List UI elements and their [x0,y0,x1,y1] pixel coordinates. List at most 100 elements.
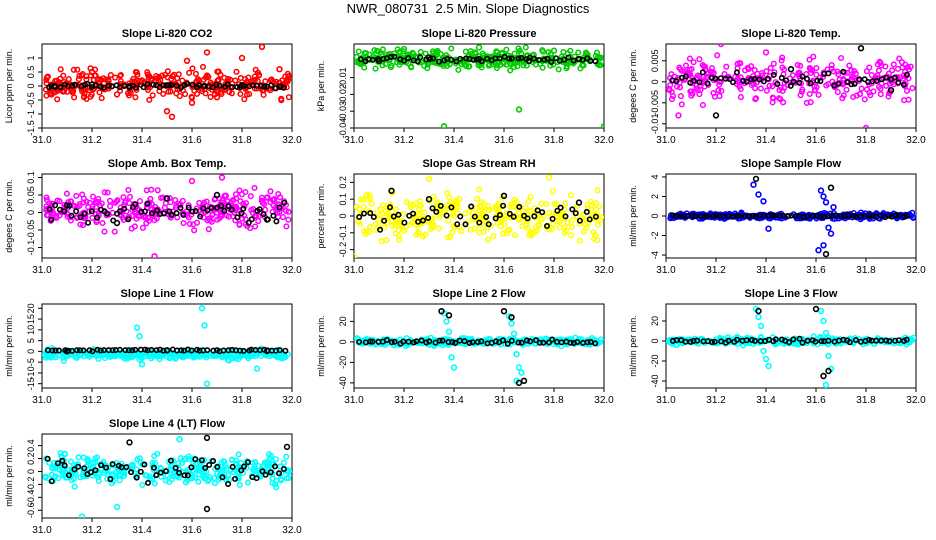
data-point [597,62,604,69]
data-point [225,213,232,220]
y-tick-label: 0 [650,213,660,218]
overlay-point [895,212,902,219]
data-point [368,200,375,207]
overlay-point [178,347,185,354]
data-point [65,76,72,83]
overlay-point [245,219,252,226]
data-point [666,87,673,94]
series-point [163,82,171,89]
data-point [42,474,49,481]
overlay-point [390,213,397,220]
data-point [151,217,158,224]
overlay-point [592,213,599,220]
data-point [825,341,832,348]
overlay-point [672,213,679,220]
data-point [149,92,156,99]
y-axis-label: Licor ppm per min. [4,49,14,124]
series-point [500,192,508,200]
x-tick-label: 31.6 [182,135,202,146]
overlay-point [457,213,464,220]
y-tick-label: -0.01 [338,67,348,88]
data-point [380,202,387,209]
data-point [898,59,906,66]
y-tick-label: 0 [26,349,36,354]
overlay-point [387,53,394,60]
series-point [163,107,171,115]
data-point [57,66,64,73]
overlay-point [206,461,213,468]
x-tick-label: 31.0 [344,265,364,276]
overlay-point [188,347,195,354]
overlay-point [184,80,191,87]
overlay-point [89,348,96,355]
data-point [247,225,254,232]
overlay-point [86,347,93,354]
overlay-point [818,338,825,345]
overlay-point [140,84,147,91]
data-point [185,202,192,209]
points-layer [42,434,292,518]
series-point [238,54,246,62]
overlay-point [851,80,858,87]
x-tick-label: 31.4 [132,525,152,536]
overlay-point [814,77,821,84]
series-point [827,184,835,191]
data-point [83,198,90,205]
overlay-point [518,339,525,346]
data-point [813,71,820,78]
overlay-point [570,57,577,64]
data-point [372,65,379,72]
overlay-point [271,463,278,470]
data-point [96,89,103,96]
overlay-point [772,336,779,343]
overlay-point [485,221,492,228]
x-tick-label: 31.4 [444,395,464,406]
series-point [717,44,725,48]
data-point [407,222,414,229]
data-point [194,76,202,83]
series-point [765,225,772,232]
series-point [400,45,408,53]
overlay-point [437,202,444,209]
overlay-point [900,81,907,88]
chart-title: Slope Line 2 Flow [433,288,526,300]
data-point [678,67,685,74]
overlay-point [694,337,701,344]
overlay-point [750,212,757,219]
overlay-point [462,221,469,228]
data-point [245,355,252,362]
data-point [446,199,454,206]
data-point [280,459,287,466]
overlay-point [173,210,180,217]
data-point [262,78,269,85]
overlay-point [54,460,61,467]
data-point [378,238,385,245]
data-point [75,76,82,83]
data-point [125,186,132,194]
data-point [770,60,777,67]
overlay-point [241,463,248,470]
chart-panel-3: Slope Li-820 Temp. 31.0 31.2 31.4 31.6 31.8 32… [628,28,926,146]
data-point [241,96,248,103]
data-point [754,70,761,77]
y-tick-label: -0.1 [26,240,36,256]
data-point [807,69,814,76]
series-point [887,86,895,94]
data-point [714,52,721,59]
data-point [116,477,123,484]
data-point [279,214,287,221]
data-point [597,54,604,61]
y-tick-label: 20 [26,303,36,313]
overlay-point [224,81,231,88]
data-point [690,59,697,66]
overlay-point [574,338,581,345]
x-tick-label: 31.2 [394,265,414,276]
overlay-point [817,213,824,220]
overlay-point [116,346,123,353]
y-tick-label: 0.1 [26,171,36,184]
series-point [820,317,827,325]
data-point [273,484,280,491]
overlay-point [280,465,287,472]
data-point [430,193,437,200]
data-point [375,215,382,222]
